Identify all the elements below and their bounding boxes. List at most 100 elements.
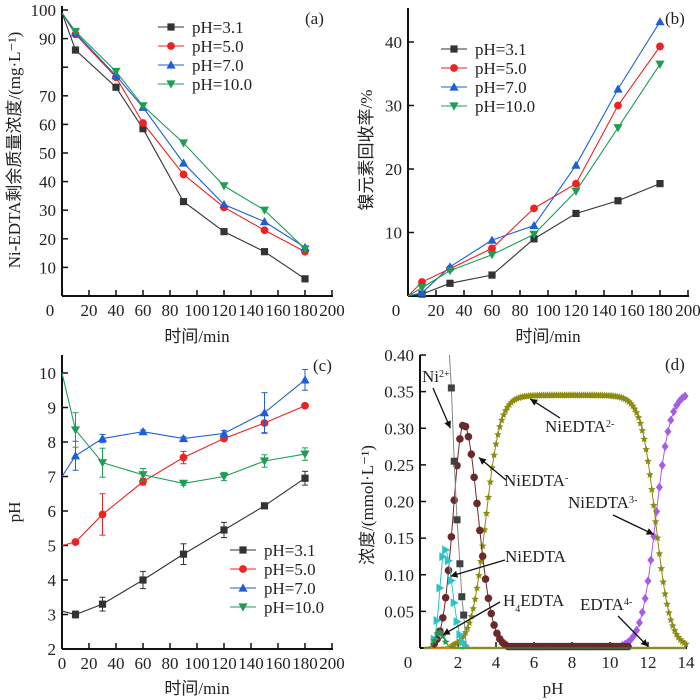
species-point [463,624,472,632]
annotation-label: EDTA4- [580,595,632,614]
annotation-arrow [617,615,649,647]
data-point [71,610,80,619]
data-point [655,17,665,26]
legend: pH=3.1pH=5.0pH=7.0pH=10.0 [441,40,535,116]
annotation: H4EDTA [442,591,565,636]
x-tick-label: 160 [265,301,291,320]
data-point [487,235,497,244]
species-point [497,416,506,424]
species-point [509,397,517,405]
data-point [138,471,148,480]
data-point [220,228,228,236]
species-point [436,583,445,593]
x-tick-label: 20 [81,654,98,673]
legend-label: pH=5.0 [192,37,244,56]
x-tick-label: 80 [162,654,179,673]
y-tick-label: 0.35 [384,383,414,402]
panel-a-plot: 0 20 40 60 80 100 120 140 160 180 2001020304050607… [31,1,345,320]
species-point [640,435,648,443]
series-line [61,12,306,253]
arrow-head [478,457,487,465]
legend-marker [450,45,458,53]
annotation: NiEDTA3- [568,493,654,536]
annotation: NiEDTA2- [529,398,614,436]
x-tick-label: 8 [568,653,577,672]
species-point [648,485,656,493]
series-pH31 [61,470,309,619]
x-tick-label: 160 [265,654,291,673]
series-line [61,372,306,484]
x-tick-label: 2 [454,653,463,672]
data-point [488,244,496,253]
data-point [259,408,270,417]
species-point [653,534,662,542]
x-tick-label: 12 [640,653,657,672]
species-point [667,415,675,425]
species-point [661,442,669,452]
legend-marker [449,82,459,91]
legend-marker [450,64,458,72]
y-tick-label: 6 [48,502,57,521]
species-point [641,593,649,603]
species-point [439,613,447,622]
x-tick-label: 6 [530,653,539,672]
legend: pH=3.1pH=5.0pH=7.0pH=10.0 [158,18,252,94]
panel-d: 0 2 4 6 8 10 12 14 0.05 0.10 0.15 0.20 0.25 0.30 0.35 0… [358,346,695,698]
species-point [470,473,478,482]
species-point [456,560,464,568]
y-tick-label: 60 [39,115,56,134]
species-point [663,600,671,608]
data-point [571,187,581,196]
annotation: NiEDTA- [478,457,568,490]
x-tick-label: 20 [428,301,445,320]
arrow-head [450,570,459,578]
species-point [487,609,496,618]
species-point [433,629,441,637]
panel-a: 0 20 40 60 80 100 120 140 160 180 2001020304050607… [5,1,345,346]
data-point [219,428,229,437]
x-tick-label: 180 [292,301,318,320]
series-line [61,379,306,477]
species-point [460,611,468,619]
species-point [681,391,689,401]
y-tick-label: 100 [31,1,57,20]
data-point [656,180,664,188]
data-point [418,278,426,286]
species-point [499,411,508,419]
x-tick-label: 100 [535,301,561,320]
data-point [111,67,121,77]
legend-label: pH=3.1 [475,40,527,59]
species-point [473,499,481,508]
panel-c: 0 20 40 60 80 100 120 140 160 180 200 2 3 4 5 6 7 8 9 10 pH=… [5,355,345,698]
y-tick-label: 70 [39,87,56,106]
data-point [71,46,80,54]
panel-b-ylabel: 镍元素回收率/% [357,90,376,211]
data-point [112,83,120,91]
species-point [635,618,643,628]
data-point [571,160,581,169]
x-tick-label: 180 [292,654,318,673]
series-line [407,46,661,297]
series-pH50 [407,42,664,297]
annotation-label: NiEDTA2- [545,417,614,436]
y-tick-label: 3 [48,606,57,625]
species-point [655,482,663,492]
x-tick-label: 100 [184,654,210,673]
legend-label: pH=7.0 [192,56,244,75]
x-tick-label: 160 [619,301,645,320]
data-point [260,226,269,235]
data-point [139,119,147,127]
species-point [478,552,487,560]
x-tick-label: 0 [404,653,413,672]
data-point [97,433,108,443]
species-point [452,639,460,647]
data-point [259,457,270,466]
species-point [436,628,444,636]
species-point [492,440,500,448]
species-point [658,460,666,470]
x-tick-label: 140 [238,654,264,673]
panel-d-plot: 0 2 4 6 8 10 12 14 0.05 0.10 0.15 0.20 0.25 0.30 0.35 0… [384,346,695,672]
series-pH70 [61,12,310,251]
species-point [659,578,667,586]
species-point [682,640,690,648]
